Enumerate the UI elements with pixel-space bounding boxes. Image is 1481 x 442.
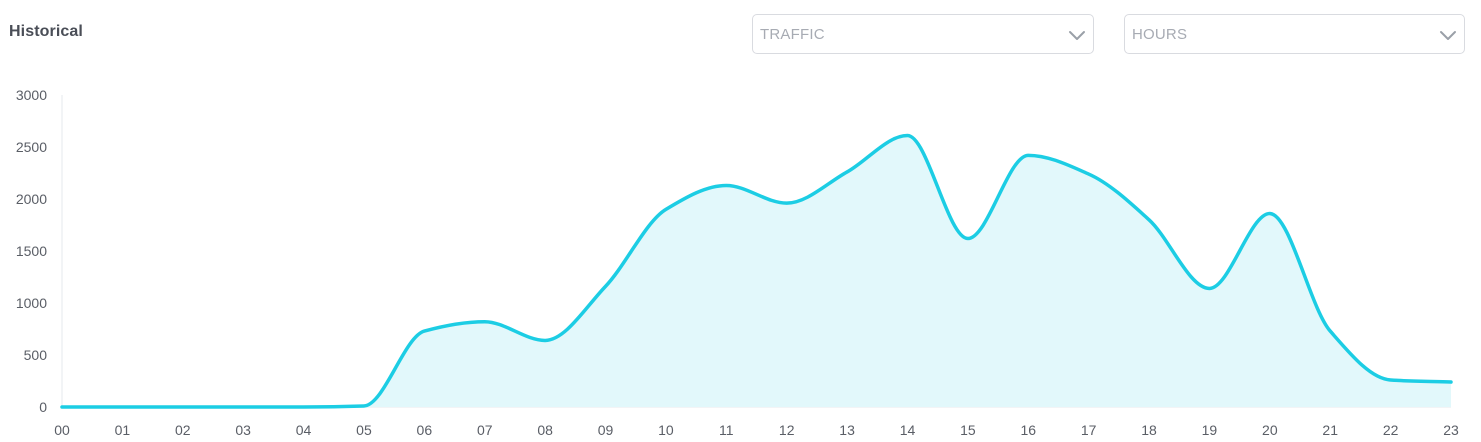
y-tick-label: 1500 [16,243,47,259]
x-axis: 00 01 02 03 04 05 06 07 08 09 10 11 12 13 14 15 16 17 18 19… [54,406,1459,438]
metric-select[interactable]: TRAFFIC [752,14,1094,54]
x-tick-label: 06 [417,422,433,438]
chevron-down-icon [1069,31,1085,40]
chart-title: Historical [9,23,83,40]
x-tick-label: 09 [598,422,614,438]
x-tick-label: 19 [1202,422,1218,438]
data-point-12 [785,201,789,205]
data-point-05 [362,404,366,408]
data-point-19 [1207,286,1211,290]
x-tick-label: 12 [779,422,795,438]
data-point-21 [1328,329,1332,333]
period-select[interactable]: HOURS [1124,14,1465,54]
x-tick-label: 20 [1262,422,1278,438]
chevron-down-icon [1440,31,1456,40]
x-tick-label: 21 [1322,422,1338,438]
data-point-20 [1268,212,1272,216]
data-point-09 [604,284,608,288]
x-tick-label: 02 [175,422,191,438]
y-tick-label: 2000 [16,191,47,207]
data-point-15 [966,237,970,241]
data-point-02 [181,405,185,409]
x-tick-label: 13 [839,422,855,438]
data-point-18 [1147,218,1151,222]
data-point-01 [120,405,124,409]
y-axis: 0 500 1000 1500 2000 2500 3000 [16,87,63,415]
period-select-value: HOURS [1132,26,1188,43]
data-point-14 [905,134,909,138]
x-tick-label: 18 [1141,422,1157,438]
data-point-11 [724,183,728,187]
traffic-area [62,135,1451,407]
x-tick-label: 14 [900,422,916,438]
traffic-line [60,133,1453,409]
x-tick-label: 07 [477,422,493,438]
y-tick-label: 500 [24,347,48,363]
x-tick-label: 03 [235,422,251,438]
x-tick-label: 01 [115,422,131,438]
y-tick-label: 0 [39,399,47,415]
y-tick-label: 2500 [16,139,47,155]
x-tick-label: 15 [960,422,976,438]
x-tick-label: 11 [719,422,734,438]
data-point-17 [1087,172,1091,176]
data-point-22 [1389,378,1393,382]
data-point-00 [60,405,64,409]
data-point-10 [664,207,668,211]
data-point-16 [1026,153,1030,157]
y-tick-label: 3000 [16,87,47,103]
data-point-07 [483,320,487,324]
x-tick-label: 16 [1020,422,1036,438]
x-tick-label: 22 [1383,422,1399,438]
x-tick-label: 17 [1081,422,1097,438]
data-point-13 [845,170,849,174]
data-point-23 [1449,380,1453,384]
data-point-06 [422,329,426,333]
data-point-03 [241,405,245,409]
y-tick-label: 1000 [16,295,47,311]
x-tick-label: 00 [54,422,70,438]
x-tick-label: 23 [1443,422,1459,438]
x-tick-label: 04 [296,422,312,438]
data-point-08 [543,338,547,342]
x-tick-label: 05 [356,422,372,438]
x-tick-label: 08 [537,422,553,438]
metric-select-value: TRAFFIC [760,26,825,43]
data-point-04 [302,405,306,409]
x-tick-label: 10 [658,422,674,438]
